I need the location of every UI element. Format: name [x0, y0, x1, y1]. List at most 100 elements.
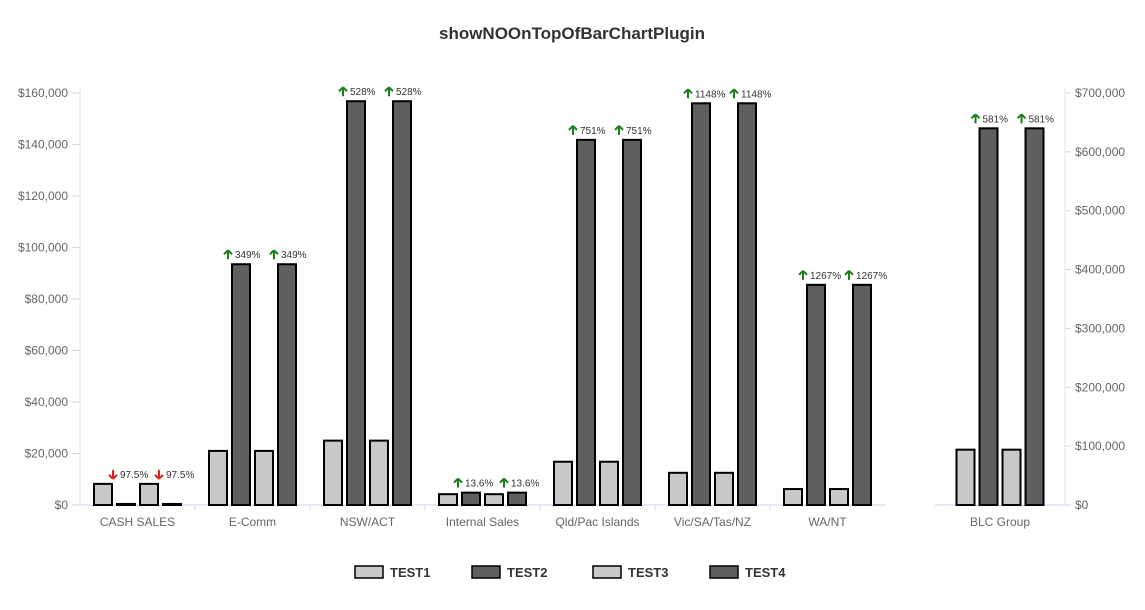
arrow-up-icon: [798, 270, 808, 280]
y-tick-label: $20,000: [25, 447, 69, 461]
arrow-up-icon: [683, 88, 693, 99]
arrow-up-icon: [384, 86, 394, 97]
bar-test3[interactable]: [1001, 448, 1022, 506]
x-tick-label: CASH SALES: [100, 515, 175, 529]
data-label: 1267%: [810, 271, 841, 282]
data-label: 97.5%: [120, 470, 148, 481]
data-label: 1148%: [695, 89, 726, 100]
y2-tick-label: $700,000: [1075, 86, 1125, 100]
data-label: 13.6%: [511, 479, 539, 490]
y2-tick-label: $600,000: [1075, 145, 1125, 159]
data-label: 751%: [626, 126, 652, 137]
bar-test3[interactable]: [714, 471, 734, 506]
y-tick-label: $100,000: [18, 241, 68, 255]
y2-tick-label: $400,000: [1075, 263, 1125, 277]
y2-tick-label: $0: [1075, 498, 1089, 512]
bar-test2[interactable]: [978, 127, 999, 506]
arrow-up-icon: [453, 477, 463, 488]
data-label: 751%: [580, 126, 606, 137]
bar-test4[interactable]: [1024, 127, 1045, 506]
bar-test1[interactable]: [93, 482, 113, 507]
bar-test4[interactable]: [622, 138, 642, 507]
data-label: 581%: [1029, 114, 1055, 125]
bar-test4[interactable]: [737, 102, 757, 507]
y2-tick-label: $300,000: [1075, 321, 1125, 335]
data-label: 349%: [281, 250, 307, 261]
x-tick-label: E-Comm: [229, 515, 276, 529]
x-tick-label: Vic/SA/Tas/NZ: [674, 515, 751, 529]
data-label: 1148%: [741, 89, 772, 100]
legend-swatch: [471, 565, 501, 579]
legend-swatch: [709, 565, 739, 579]
bar-test3[interactable]: [829, 488, 849, 507]
bar-test4[interactable]: [852, 283, 872, 506]
y-tick-label: $40,000: [25, 395, 69, 409]
arrow-up-icon: [970, 113, 981, 124]
bar-test2[interactable]: [691, 102, 711, 507]
bar-test2[interactable]: [806, 283, 826, 506]
arrow-up-icon: [729, 88, 739, 99]
legend-item-test4[interactable]: TEST4: [709, 565, 786, 580]
bar-test1[interactable]: [955, 448, 976, 506]
bar-test3[interactable]: [484, 493, 504, 506]
bar-test2[interactable]: [231, 263, 251, 506]
bar-test1[interactable]: [323, 439, 343, 506]
x-tick-label: NSW/ACT: [340, 515, 396, 529]
arrow-down-icon: [108, 469, 118, 480]
bar-test1[interactable]: [438, 493, 458, 506]
arrow-up-icon: [568, 125, 578, 135]
x-tick-label: WA/NT: [808, 515, 847, 529]
y-tick-label: $80,000: [25, 292, 69, 306]
bar-test3[interactable]: [139, 482, 159, 507]
y-tick-label: $140,000: [18, 138, 68, 152]
arrow-up-icon: [338, 86, 348, 97]
data-label: 528%: [396, 87, 422, 98]
bar-test1[interactable]: [553, 460, 573, 506]
x-tick-label: Internal Sales: [446, 515, 519, 529]
data-label: 97.5%: [166, 470, 194, 481]
bar-test4[interactable]: [277, 263, 297, 506]
annotations-layer: 97.5% 97.5% 349% 349% 528% 528% 13.6% 13.6% 751%…: [108, 86, 1055, 490]
y-tick-label: $120,000: [18, 189, 68, 203]
legend-item-test1[interactable]: TEST1: [354, 565, 430, 580]
bar-test2[interactable]: [461, 491, 481, 507]
bar-test3[interactable]: [254, 449, 274, 506]
chart-title: showNOOnTopOfBarChartPlugin: [439, 24, 705, 43]
bar-test4[interactable]: [392, 100, 412, 507]
arrow-up-icon: [269, 249, 279, 260]
data-label: 528%: [350, 87, 376, 98]
y-tick-label: $60,000: [25, 344, 69, 358]
bar-test2[interactable]: [346, 100, 366, 507]
bar-test4[interactable]: [507, 491, 527, 507]
data-label: 581%: [983, 114, 1009, 125]
arrow-up-icon: [844, 270, 854, 280]
legend-label: TEST2: [507, 565, 547, 580]
y2-tick-label: $500,000: [1075, 204, 1125, 218]
bar-test1[interactable]: [783, 488, 803, 507]
y-tick-label: $160,000: [18, 86, 68, 100]
legend-swatch: [592, 565, 622, 579]
bar-test1[interactable]: [208, 449, 228, 506]
data-label: 13.6%: [465, 479, 493, 490]
x-tick-label: Qld/Pac Islands: [555, 515, 639, 529]
bar-test1[interactable]: [668, 471, 688, 506]
y2-tick-label: $100,000: [1075, 439, 1125, 453]
legend[interactable]: TEST1 TEST2 TEST3 TEST4: [354, 565, 786, 580]
legend-label: TEST4: [745, 565, 786, 580]
legend-label: TEST1: [390, 565, 430, 580]
y2-tick-label: $200,000: [1075, 380, 1125, 394]
bar-test2[interactable]: [576, 138, 596, 507]
bar-test3[interactable]: [599, 460, 619, 506]
legend-label: TEST3: [628, 565, 668, 580]
arrow-up-icon: [223, 249, 233, 260]
legend-item-test3[interactable]: TEST3: [592, 565, 668, 580]
legend-swatch: [354, 565, 384, 579]
x-tick-label: BLC Group: [970, 515, 1030, 529]
data-label: 349%: [235, 250, 261, 261]
arrow-down-icon: [154, 469, 164, 480]
legend-item-test2[interactable]: TEST2: [471, 565, 547, 580]
bar-test3[interactable]: [369, 439, 389, 506]
bar-test4[interactable]: [162, 502, 182, 507]
bar-test2[interactable]: [116, 502, 136, 507]
